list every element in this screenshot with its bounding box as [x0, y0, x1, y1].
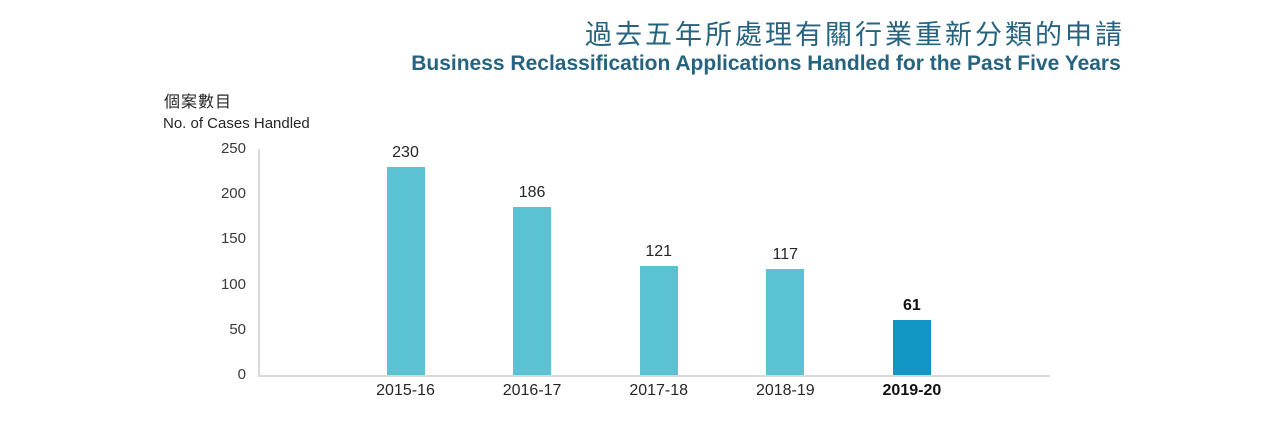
bar-value-label: 61: [902, 296, 921, 314]
y-tick-label: 0: [237, 366, 246, 383]
y-tick-label: 250: [220, 140, 246, 157]
y-tick-label: 100: [220, 275, 246, 293]
chart-title-chinese: 過去五年所處理有關行業重新分類的申請: [585, 20, 1125, 50]
chart-title-english: Business Reclassification Applications H…: [411, 52, 1121, 75]
x-tick-label: 2018-19: [755, 382, 815, 399]
bar-value-label: 186: [518, 183, 546, 201]
x-tick-label: 2017-18: [629, 382, 689, 399]
bar-value-label: 117: [772, 246, 799, 264]
bar-2017-18: [639, 265, 678, 375]
y-axis-title-chinese: 個案數目: [164, 94, 233, 111]
plot-area: 230 2015-16 186 2016-17 121 2017-18 117 2018-19…: [258, 144, 1050, 399]
x-tick-label: 2019-20: [882, 382, 942, 399]
x-tick-label: 2016-17: [502, 382, 562, 399]
bar-2018-19: [766, 269, 805, 375]
y-tick-label: 50: [229, 320, 246, 338]
bar-2019-20: [892, 319, 931, 375]
bar-value-label: 230: [392, 144, 419, 162]
x-tick-label: 2015-16: [376, 382, 435, 399]
bar-2015-16: [386, 167, 425, 375]
bar-value-label: 121: [645, 242, 673, 260]
y-tick-label: 150: [220, 230, 246, 248]
bar-2016-17: [513, 206, 552, 375]
y-tick-label: 200: [220, 185, 246, 203]
y-axis-title-english: No. of Cases Handled: [163, 115, 310, 132]
